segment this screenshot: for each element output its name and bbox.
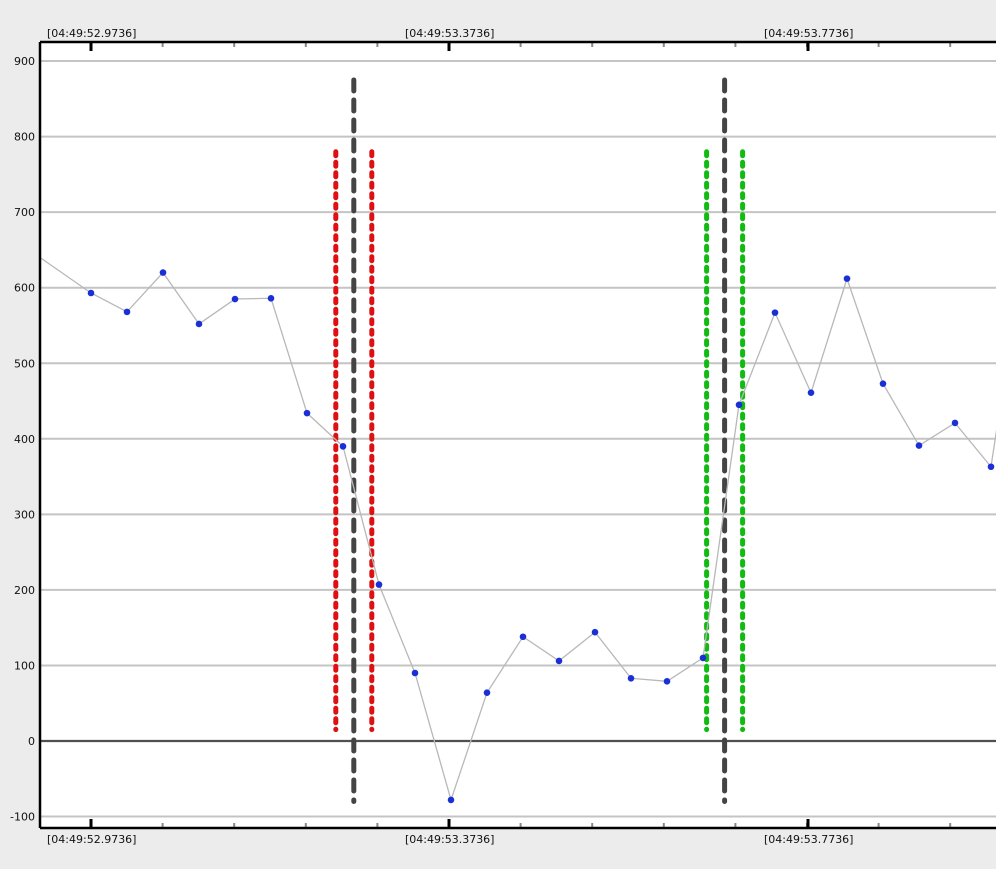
- data-point: [339, 443, 347, 450]
- x-tick-label: [04:49:52.9736]: [47, 27, 136, 40]
- data-point: [879, 380, 887, 387]
- data-point: [303, 409, 311, 417]
- data-point: [87, 289, 95, 297]
- y-tick-label: 600: [14, 282, 35, 295]
- y-tick-label: 0: [28, 735, 35, 748]
- data-point: [843, 275, 851, 282]
- data-series: [39, 256, 996, 804]
- y-tick-label: 500: [14, 357, 35, 370]
- y-tick-label: 700: [14, 206, 35, 219]
- y-tick-label: 900: [14, 55, 35, 68]
- y-axis-tick-labels: 900 800 700 600 500 400 300 200 100 0 -100: [10, 55, 35, 824]
- y-tick-label: 300: [14, 508, 35, 521]
- data-point: [123, 308, 131, 316]
- y-tick-label: 400: [14, 433, 35, 446]
- plot-background: [40, 42, 996, 828]
- data-point: [807, 389, 815, 397]
- data-point: [699, 654, 707, 662]
- data-point: [591, 628, 599, 636]
- y-tick-label: 200: [14, 584, 35, 597]
- y-tick-label: 800: [14, 131, 35, 144]
- data-point: [159, 269, 167, 276]
- bottom-time-axis: [04:49:52.9736] [04:49:53.3736] [04:49:53.…: [47, 819, 952, 846]
- y-tick-label: -100: [10, 811, 35, 824]
- data-point: [627, 674, 635, 682]
- data-point: [951, 419, 959, 427]
- x-tick-label: [04:49:53.3736]: [405, 833, 494, 846]
- data-point: [483, 689, 491, 696]
- data-point: [447, 796, 455, 804]
- data-point: [519, 633, 527, 641]
- top-time-axis: [04:49:52.9736] [04:49:53.3736] [04:49:53.…: [47, 27, 952, 51]
- cursor-markers: [333, 77, 746, 804]
- x-tick-label: [04:49:52.9736]: [47, 833, 136, 846]
- y-tick-label: 100: [14, 659, 35, 672]
- grid-lines: [40, 60, 996, 818]
- data-point: [231, 295, 239, 303]
- x-tick-label: [04:49:53.3736]: [405, 27, 494, 40]
- x-tick-label: [04:49:53.7736]: [764, 27, 853, 40]
- data-point: [663, 678, 671, 685]
- data-point: [771, 309, 779, 316]
- data-point: [411, 669, 419, 677]
- data-point: [987, 463, 995, 471]
- x-tick-label: [04:49:53.7736]: [764, 833, 853, 846]
- data-point: [195, 320, 203, 328]
- data-point: [915, 442, 923, 449]
- data-point: [267, 294, 275, 302]
- data-point: [555, 657, 563, 665]
- data-point: [375, 581, 383, 588]
- data-point: [735, 401, 743, 409]
